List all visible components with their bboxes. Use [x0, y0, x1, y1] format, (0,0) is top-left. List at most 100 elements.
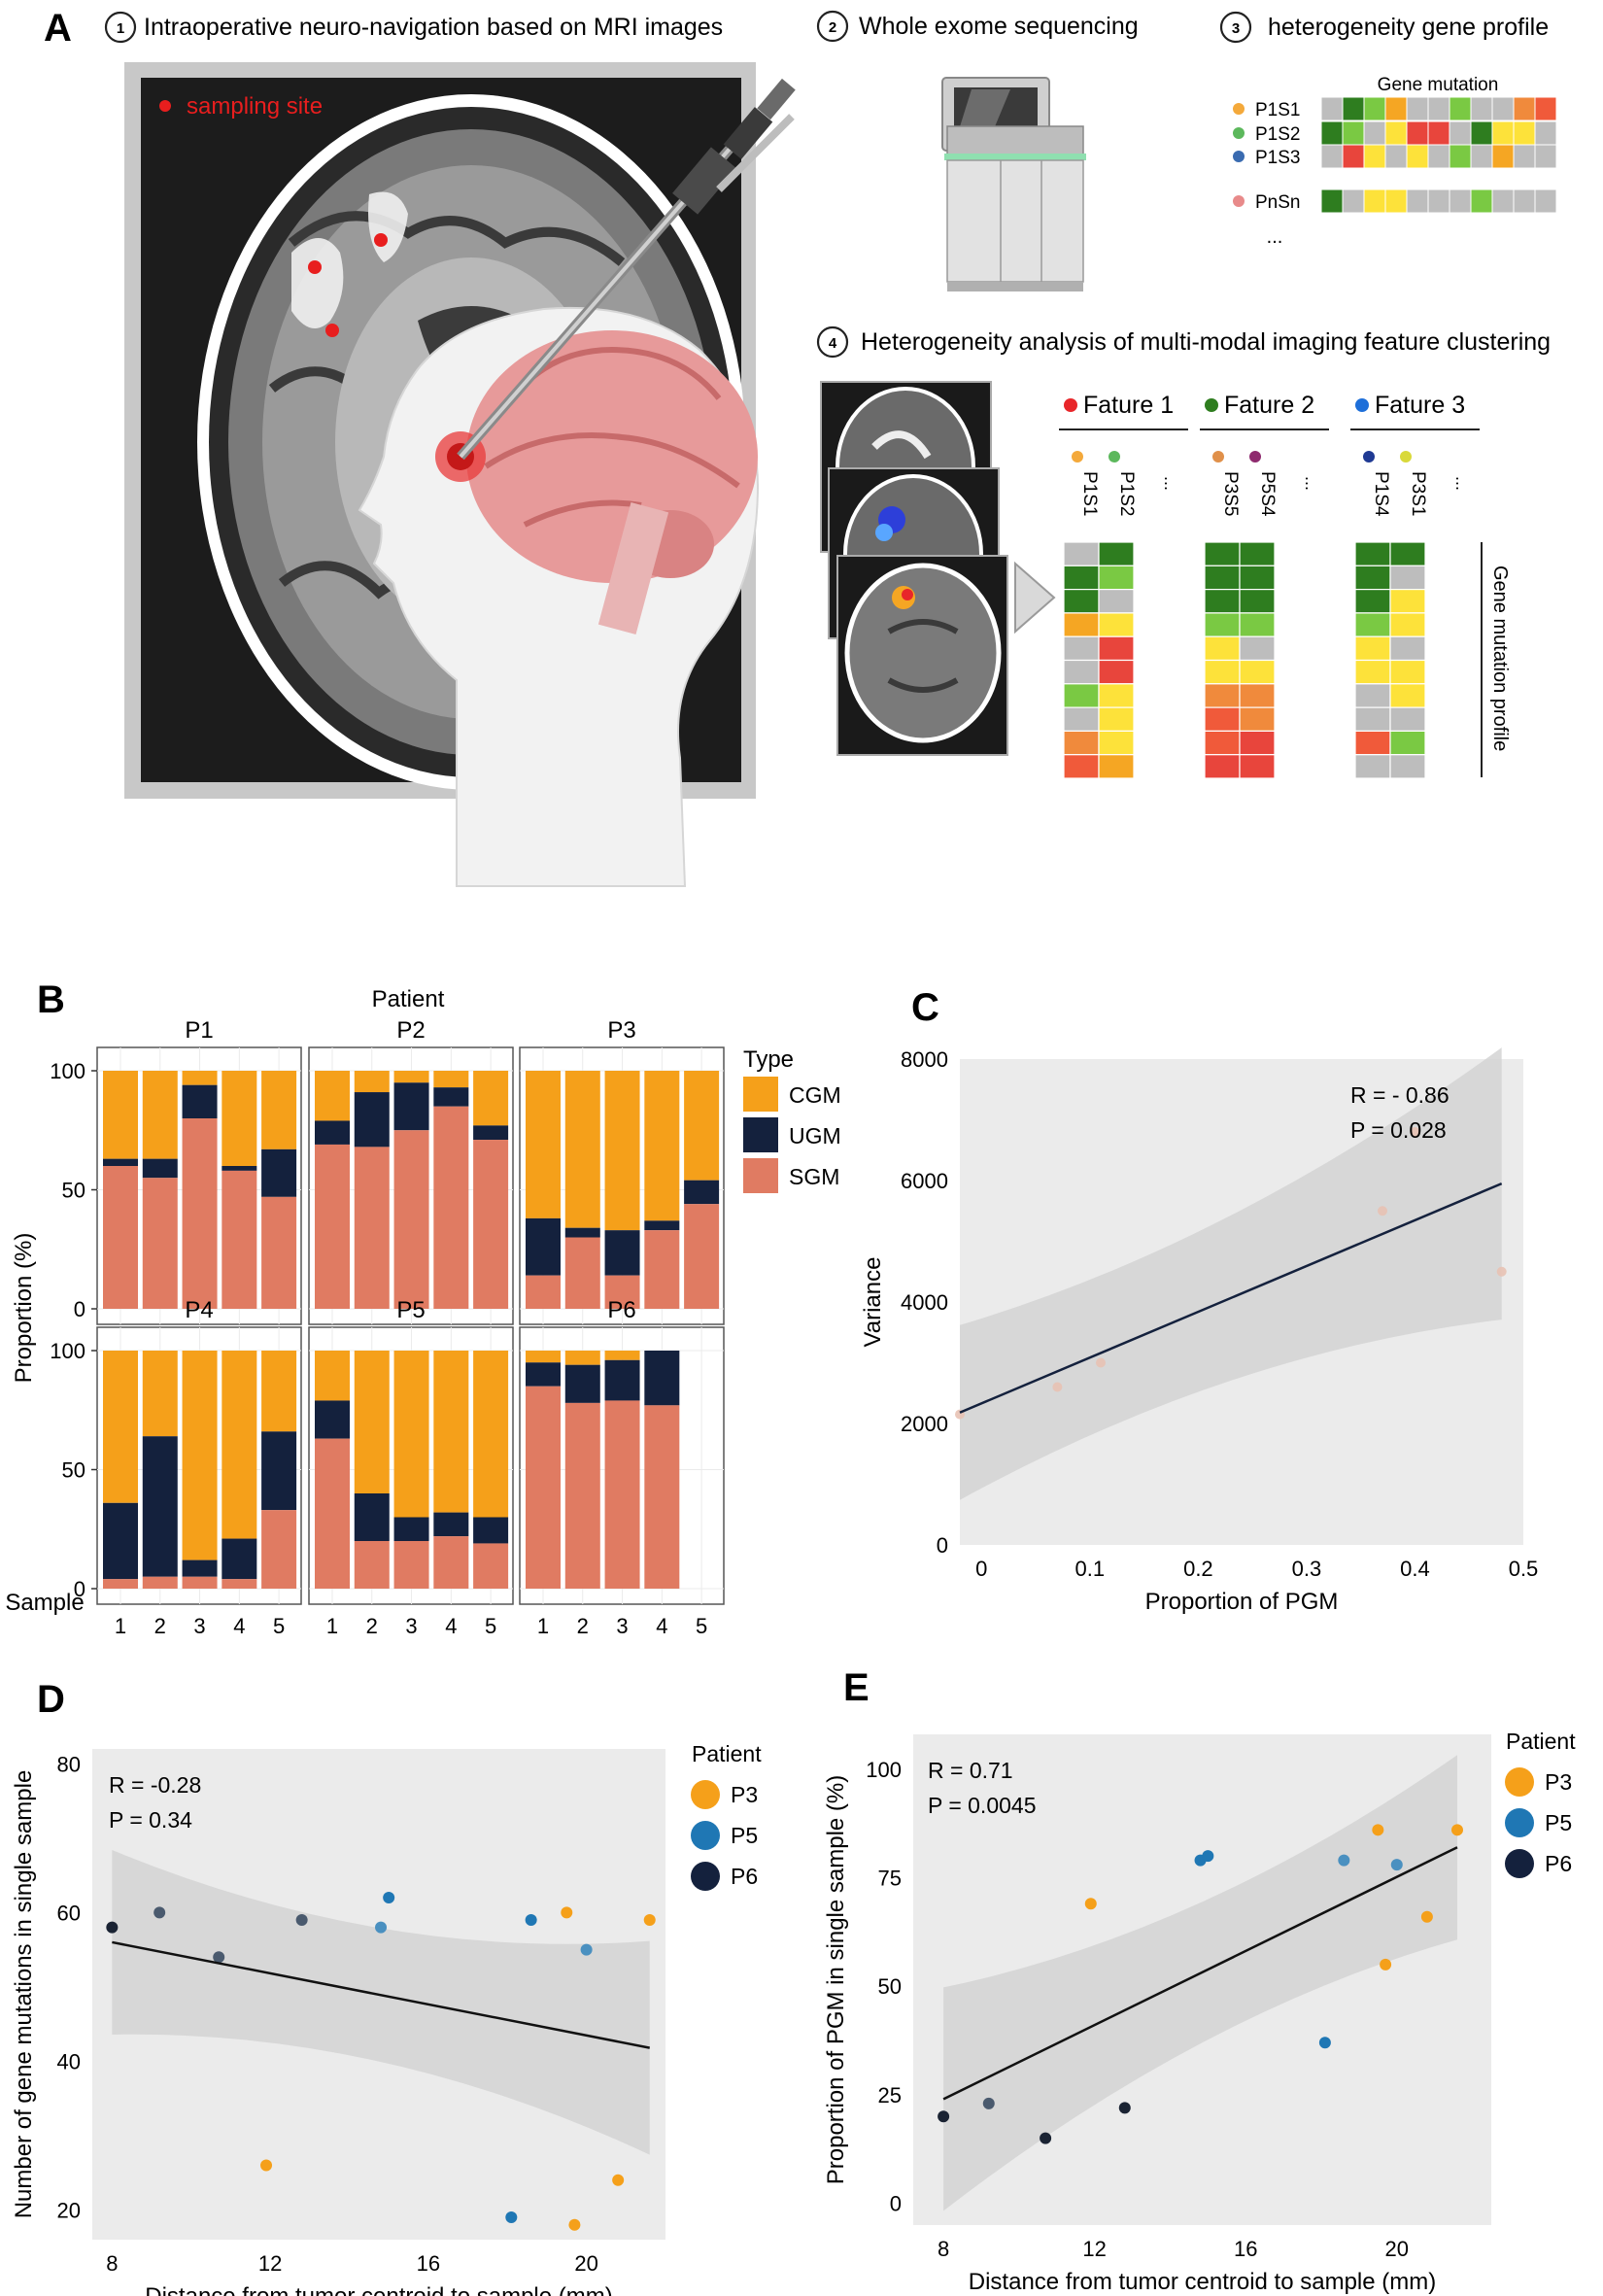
- mutation-cell: [1363, 188, 1386, 214]
- legend-label: P5: [731, 1823, 758, 1848]
- mutation-cell: [1449, 120, 1472, 146]
- data-point: [1451, 1824, 1463, 1836]
- mutation-cell: [1389, 565, 1426, 591]
- mutation-cell: [1204, 565, 1241, 591]
- x-tick-label: 20: [1385, 2237, 1409, 2261]
- sample-label: P1S1: [1079, 471, 1100, 516]
- sample-label: P3S5: [1220, 471, 1241, 516]
- confidence-band: [112, 1849, 650, 2155]
- legend-label: P6: [1545, 1851, 1572, 1876]
- feature-ellipsis: ...: [1161, 476, 1180, 491]
- mutation-cell: [1470, 120, 1493, 146]
- bar-sgm: [222, 1170, 257, 1309]
- x-tick-label: 1: [326, 1614, 338, 1638]
- bar-sgm: [526, 1386, 561, 1589]
- y-tick-label: 25: [878, 2083, 902, 2108]
- mutation-cell: [1449, 144, 1472, 169]
- panel-label-a: A: [44, 7, 72, 50]
- bar-sgm: [354, 1147, 390, 1309]
- mutation-cell: [1513, 120, 1536, 146]
- mutation-cell: [1389, 541, 1426, 566]
- mutation-cell: [1239, 683, 1276, 708]
- mutation-cell: [1204, 612, 1241, 637]
- mutation-cell: [1239, 565, 1276, 591]
- y-tick-label: 4000: [901, 1290, 948, 1315]
- bar-cgm: [315, 1351, 350, 1401]
- bar-cgm: [526, 1071, 561, 1218]
- facet-label: P5: [396, 1297, 425, 1323]
- legend-swatch: [743, 1077, 778, 1112]
- regression-line: [959, 1182, 1503, 1414]
- bar-ugm: [182, 1559, 218, 1577]
- y-axis-label: Number of gene mutations in single sampl…: [11, 1770, 37, 2219]
- data-point: [1410, 1127, 1420, 1137]
- legend-label: P3: [731, 1782, 758, 1807]
- bar-cgm: [393, 1351, 429, 1518]
- bar-cgm: [354, 1071, 390, 1093]
- bar-ugm: [354, 1092, 390, 1148]
- step3-number: 3: [1232, 20, 1240, 37]
- data-point: [375, 1921, 388, 1934]
- stat-p: P = 0.028: [1350, 1117, 1447, 1143]
- bar-cgm: [182, 1071, 218, 1085]
- arrow-to-features: [1014, 561, 1056, 634]
- data-point: [1040, 2132, 1052, 2144]
- mutation-cell: [1354, 565, 1391, 591]
- mutation-cell: [1534, 188, 1557, 214]
- y-tick-label: 0: [890, 2192, 902, 2216]
- mri-navigation-illustration: [124, 62, 796, 887]
- data-point: [1380, 1958, 1392, 1970]
- bar-sgm: [393, 1541, 429, 1589]
- bar-sgm: [564, 1402, 600, 1589]
- y-tick-label: 40: [57, 2049, 81, 2073]
- x-axis-label: Distance from tumor centroid to sample (…: [969, 2269, 1436, 2295]
- bar-ugm: [564, 1227, 600, 1238]
- bar-sgm: [315, 1144, 350, 1309]
- panel-label-d: D: [37, 1678, 65, 1721]
- bar-cgm: [142, 1071, 178, 1159]
- step2-title: Whole exome sequencing: [859, 13, 1139, 40]
- legend-swatch: [1505, 1808, 1534, 1837]
- panel-c-scatter: 0 2000 4000 6000 8000 0 0.1 0.2 0.3 0.4 0.5 R = - 0…: [860, 1047, 1538, 1615]
- mutation-cell: [1098, 612, 1135, 637]
- mutation-cell: [1449, 96, 1472, 121]
- data-point: [580, 1943, 593, 1956]
- y-tick-label: 75: [878, 1866, 902, 1890]
- x-tick-label: 0.2: [1183, 1557, 1213, 1581]
- data-point: [1084, 1898, 1097, 1910]
- mutation-cell: [1427, 96, 1450, 121]
- step4-header: 4 Heterogeneity analysis of multi-modal …: [816, 326, 1551, 359]
- bar-ugm: [604, 1359, 640, 1401]
- data-point: [383, 1892, 395, 1904]
- bar-cgm: [261, 1071, 297, 1149]
- data-point: [1390, 1859, 1403, 1871]
- bar-sgm: [433, 1106, 469, 1309]
- bar-cgm: [473, 1351, 509, 1518]
- x-tick-label: 0: [975, 1557, 987, 1581]
- bar-ugm: [142, 1158, 178, 1179]
- bar-ugm: [142, 1436, 178, 1577]
- mutation-cell: [1491, 96, 1515, 121]
- bar-cgm: [315, 1071, 350, 1121]
- mutation-cell: [1363, 120, 1386, 146]
- stat-r: R = -0.28: [109, 1772, 201, 1798]
- bar-ugm: [604, 1230, 640, 1276]
- mutation-cell: [1354, 588, 1391, 614]
- mutation-cell: [1204, 754, 1241, 779]
- x-tick-label: 2: [366, 1614, 378, 1638]
- sampling-site-legend: sampling site: [159, 93, 323, 120]
- bar-ugm: [564, 1364, 600, 1403]
- step3-title: heterogeneity gene profile: [1268, 14, 1549, 41]
- data-point: [1372, 1824, 1384, 1836]
- x-tick-label: 2: [577, 1614, 589, 1638]
- mutation-cell: [1320, 120, 1344, 146]
- bar-ugm: [222, 1166, 257, 1171]
- bar-ugm: [261, 1148, 297, 1197]
- x-tick-label: 16: [1234, 2237, 1257, 2261]
- stat-p: P = 0.0045: [928, 1793, 1037, 1818]
- sample-label: P1S2: [1116, 471, 1137, 516]
- mutation-cell: [1239, 612, 1276, 637]
- mutation-cell: [1384, 144, 1408, 169]
- bar-ugm: [526, 1217, 561, 1276]
- mutation-cell: [1389, 754, 1426, 779]
